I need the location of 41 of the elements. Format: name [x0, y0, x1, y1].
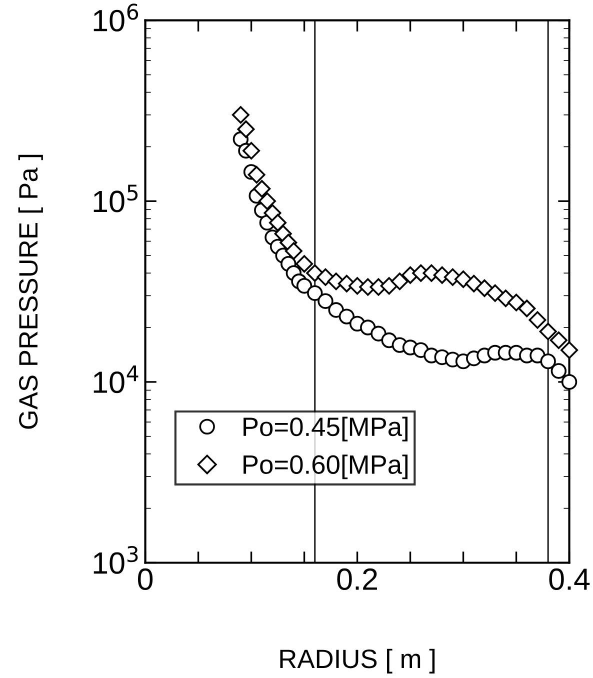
point — [328, 302, 344, 318]
y-tick-label: 10$^{5}$ — [94, 184, 138, 212]
x-tick-label: 0 — [138, 568, 153, 590]
x-tick-label: 0.4 — [549, 568, 590, 590]
legend-label: Po=0.45[MPa] — [244, 416, 408, 442]
point — [338, 308, 355, 324]
point — [269, 214, 287, 232]
y-tick-label: 10$^{6}$ — [94, 4, 138, 32]
x-tick-label: 0.2 — [337, 568, 377, 590]
legend-label: Po=0.60[MPa] — [244, 454, 408, 480]
point — [237, 120, 255, 138]
point — [370, 326, 386, 342]
point — [258, 192, 276, 210]
point — [518, 300, 536, 318]
point — [390, 272, 408, 290]
point — [253, 180, 271, 198]
point — [486, 284, 504, 302]
point — [296, 255, 314, 273]
point — [528, 311, 546, 329]
y-tick-label: 10$^{3}$ — [94, 546, 138, 574]
point — [232, 106, 250, 124]
y-axis-title: GAS PRESSURE [ Pa ] — [18, 154, 43, 429]
point — [380, 277, 398, 295]
point — [539, 322, 557, 340]
point — [318, 293, 334, 309]
point — [550, 332, 568, 350]
point — [242, 142, 260, 160]
y-tick-label: 10$^{4}$ — [94, 366, 138, 394]
point — [284, 242, 302, 260]
point — [307, 285, 323, 301]
point — [560, 341, 578, 359]
point — [508, 294, 526, 312]
point — [248, 166, 266, 184]
point — [496, 290, 514, 308]
x-axis-title: RADIUS [ m ] — [280, 648, 435, 674]
point — [561, 374, 578, 390]
point — [454, 270, 472, 288]
point — [540, 353, 556, 370]
point — [296, 278, 312, 294]
point — [465, 274, 483, 292]
point — [550, 363, 567, 379]
